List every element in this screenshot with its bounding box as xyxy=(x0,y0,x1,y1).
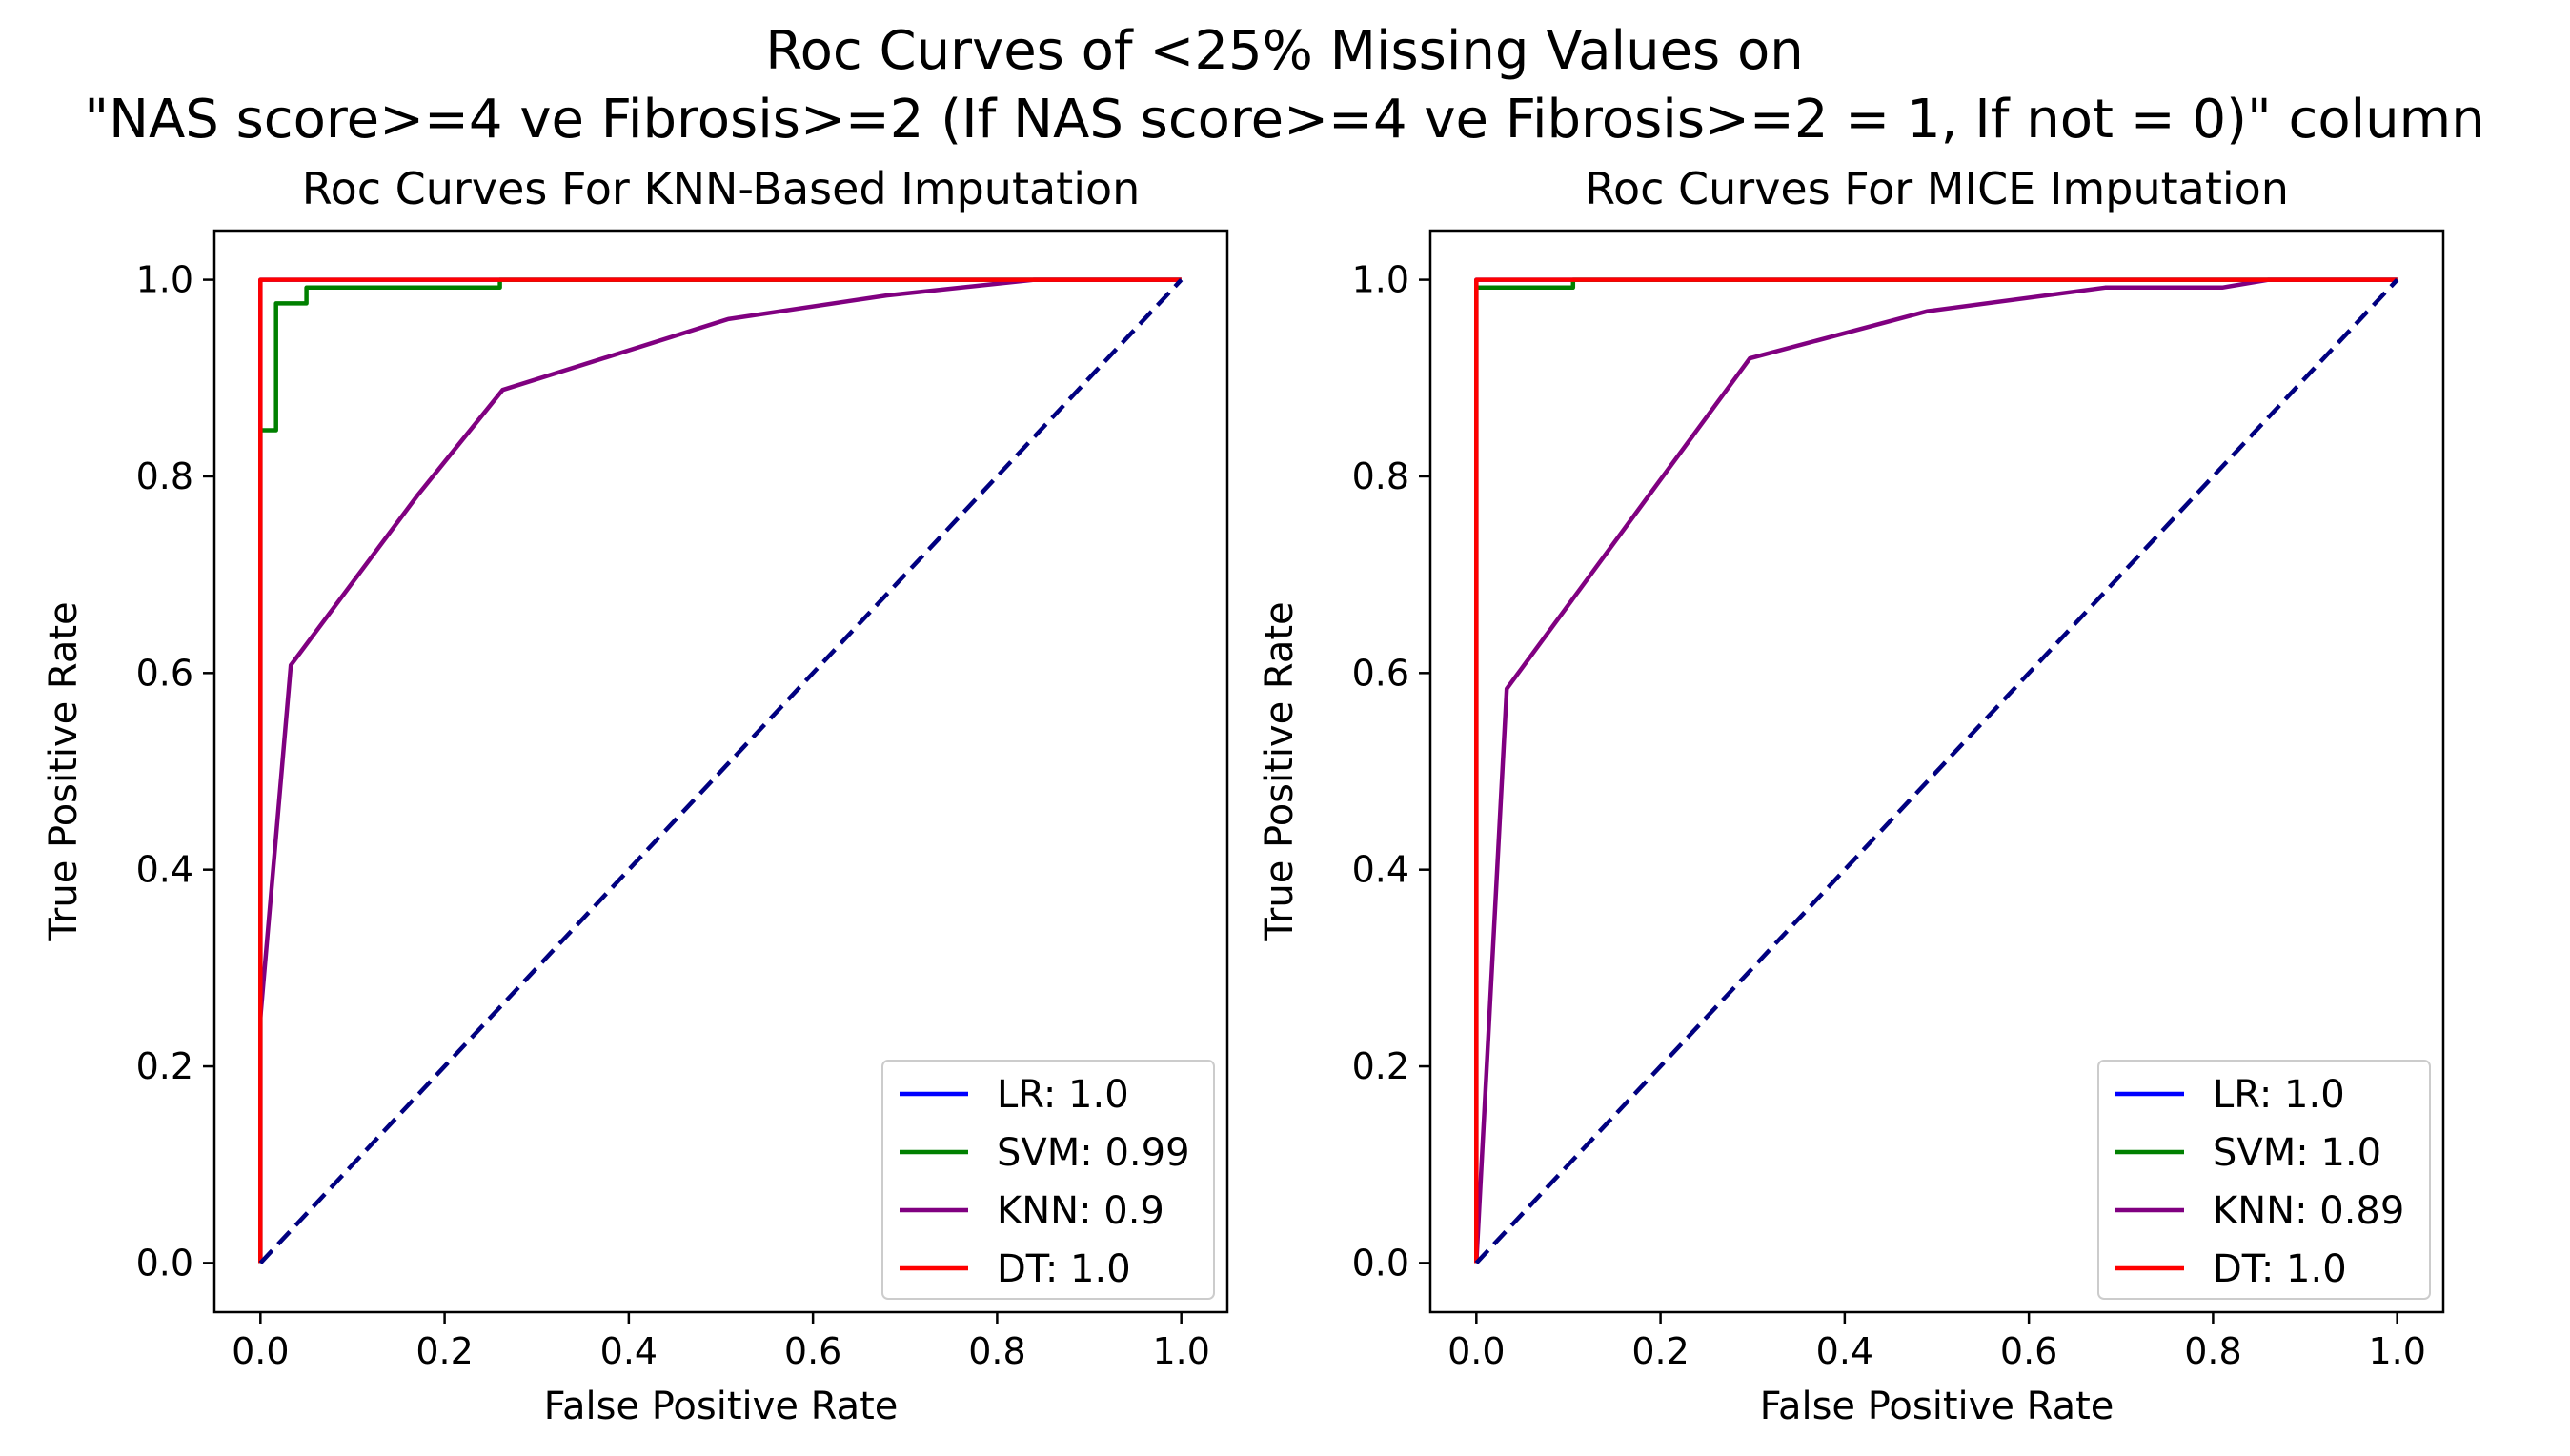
legend-box xyxy=(2097,1060,2431,1300)
y-axis-label: True Positive Rate xyxy=(42,601,86,941)
x-tick-label: 0.8 xyxy=(968,1330,1025,1372)
series-line-knn xyxy=(1474,277,2398,1264)
y-tick-label: 0.4 xyxy=(136,849,193,891)
legend-label: KNN: 0.9 xyxy=(997,1189,1164,1233)
y-tick-label: 0.6 xyxy=(136,652,193,694)
legend: LR: 1.0 SVM: 0.99 KNN: 0.9 DT: 1.0 xyxy=(881,1060,1215,1300)
x-tick-label: 0.4 xyxy=(1816,1330,1873,1372)
x-tick-label: 0.0 xyxy=(232,1330,289,1372)
series-line-knn xyxy=(258,277,1182,1018)
x-tick-label: 0.2 xyxy=(1631,1330,1689,1372)
series-line-dt xyxy=(1474,277,2398,1264)
x-axis-label: False Positive Rate xyxy=(1760,1385,2115,1428)
axes-frame xyxy=(212,229,1229,1314)
legend-label: LR: 1.0 xyxy=(997,1073,1129,1117)
panel-mice-imputation: Roc Curves For MICE Imputation 0.0 0.2 0.4 0… xyxy=(1258,163,2445,1428)
series-line-dt xyxy=(258,277,1182,1264)
legend-label: SVM: 1.0 xyxy=(2213,1131,2381,1175)
series-group xyxy=(258,277,1184,1264)
y-tick-label: 1.0 xyxy=(1352,259,1409,301)
legend-box xyxy=(881,1060,1215,1300)
panel-knn-imputation: Roc Curves For KNN-Based Imputation 0.0 0.… xyxy=(42,163,1229,1428)
y-tick-label: 0.0 xyxy=(136,1242,193,1284)
y-tick-label: 0.0 xyxy=(1352,1242,1409,1284)
x-tick-label: 0.0 xyxy=(1447,1330,1505,1372)
legend: LR: 1.0 SVM: 1.0 KNN: 0.89 DT: 1.0 xyxy=(2097,1060,2431,1300)
x-tick-label: 0.6 xyxy=(784,1330,841,1372)
axes-title: Roc Curves For KNN-Based Imputation xyxy=(302,163,1141,214)
y-tick-label: 0.4 xyxy=(1352,849,1409,891)
y-tick-label: 0.2 xyxy=(136,1045,193,1087)
y-tick-label: 0.8 xyxy=(136,455,193,497)
y-axis-label: True Positive Rate xyxy=(1258,601,1302,941)
axes-frame xyxy=(1428,229,2445,1314)
figure-suptitle-line1: Roc Curves of <25% Missing Values on xyxy=(765,20,1804,82)
legend-label: SVM: 0.99 xyxy=(997,1131,1190,1175)
series-group xyxy=(1474,277,2399,1264)
y-tick-label: 1.0 xyxy=(136,259,193,301)
legend-label: DT: 1.0 xyxy=(2213,1247,2347,1291)
legend-label: KNN: 0.89 xyxy=(2213,1189,2404,1233)
axes-title: Roc Curves For MICE Imputation xyxy=(1585,163,2289,214)
figure-suptitle-line2: "NAS score>=4 ve Fibrosis>=2 (If NAS sco… xyxy=(84,89,2484,151)
x-tick-label: 0.8 xyxy=(2184,1330,2241,1372)
legend-label: LR: 1.0 xyxy=(2213,1073,2345,1117)
x-tick-label: 0.2 xyxy=(415,1330,473,1372)
x-tick-label: 0.6 xyxy=(2000,1330,2057,1372)
series-line-svm xyxy=(258,277,1182,1264)
y-tick-label: 0.6 xyxy=(1352,652,1409,694)
x-tick-label: 1.0 xyxy=(2368,1330,2425,1372)
chance-diagonal-line xyxy=(1474,278,2399,1264)
y-tick-label: 0.8 xyxy=(1352,455,1409,497)
x-tick-label: 1.0 xyxy=(1152,1330,1209,1372)
chance-diagonal-line xyxy=(258,278,1184,1264)
y-tick-label: 0.2 xyxy=(1352,1045,1409,1087)
x-tick-label: 0.4 xyxy=(600,1330,658,1372)
legend-label: DT: 1.0 xyxy=(997,1247,1131,1291)
x-axis-label: False Positive Rate xyxy=(544,1385,899,1428)
